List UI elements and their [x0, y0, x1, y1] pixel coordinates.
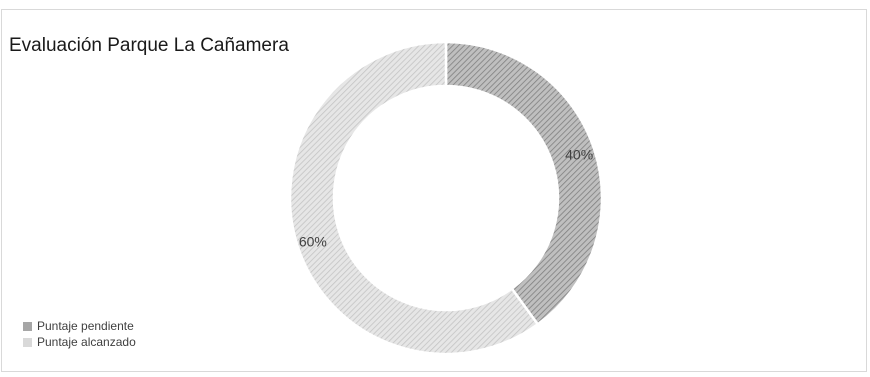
legend-swatch-pendiente	[23, 321, 32, 331]
legend-swatch-alcanzado	[23, 337, 32, 347]
legend-item-pendiente: Puntaje pendiente	[23, 318, 136, 334]
slice-label-pendiente: 40%	[565, 147, 593, 163]
legend: Puntaje pendiente Puntaje alcanzado	[23, 318, 136, 350]
legend-label-alcanzado: Puntaje alcanzado	[37, 335, 136, 349]
legend-label-pendiente: Puntaje pendiente	[37, 319, 134, 333]
chart-title: Evaluación Parque La Cañamera	[9, 35, 289, 56]
donut-slice-alcanzado	[288, 40, 540, 356]
donut-slice-pendiente	[444, 40, 604, 326]
slice-label-alcanzado: 60%	[299, 233, 327, 249]
legend-item-alcanzado: Puntaje alcanzado	[23, 334, 136, 350]
